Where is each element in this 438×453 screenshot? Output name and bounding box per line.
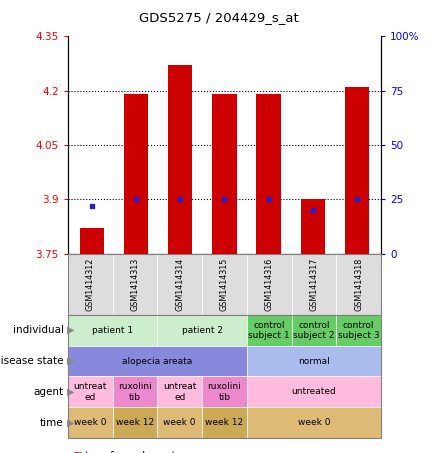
Text: GSM1414317: GSM1414317 <box>310 258 318 311</box>
Bar <box>300 199 325 254</box>
Text: normal: normal <box>298 357 330 366</box>
Text: ▶: ▶ <box>67 325 74 335</box>
Text: GDS5275 / 204429_s_at: GDS5275 / 204429_s_at <box>139 11 299 24</box>
Bar <box>212 94 237 254</box>
Text: ruxolini
tib: ruxolini tib <box>118 382 152 401</box>
Text: week 0: week 0 <box>163 418 196 427</box>
Text: ▶: ▶ <box>67 387 74 397</box>
Text: disease state: disease state <box>0 356 64 366</box>
Text: week 0: week 0 <box>74 418 106 427</box>
Text: week 0: week 0 <box>298 418 330 427</box>
Bar <box>345 87 369 254</box>
Text: time: time <box>40 418 64 428</box>
Text: patient 1: patient 1 <box>92 326 133 335</box>
Text: week 12: week 12 <box>205 418 244 427</box>
Text: alopecia areata: alopecia areata <box>122 357 192 366</box>
Text: ruxolini
tib: ruxolini tib <box>208 382 241 401</box>
Bar <box>257 94 281 254</box>
Text: GSM1414314: GSM1414314 <box>175 258 184 311</box>
Text: agent: agent <box>33 387 64 397</box>
Text: untreat
ed: untreat ed <box>163 382 196 401</box>
Text: GSM1414316: GSM1414316 <box>265 258 274 311</box>
Text: untreat
ed: untreat ed <box>74 382 107 401</box>
Text: GSM1414313: GSM1414313 <box>131 258 139 311</box>
Text: control
subject 3: control subject 3 <box>338 321 379 340</box>
Text: patient 2: patient 2 <box>182 326 223 335</box>
Text: transformed count: transformed count <box>85 451 176 453</box>
Text: ▶: ▶ <box>67 356 74 366</box>
Text: control
subject 2: control subject 2 <box>293 321 335 340</box>
Bar <box>80 228 104 254</box>
Text: individual: individual <box>13 325 64 335</box>
Text: control
subject 1: control subject 1 <box>248 321 290 340</box>
Bar <box>168 65 192 254</box>
Bar <box>124 94 148 254</box>
Text: GSM1414318: GSM1414318 <box>354 258 363 311</box>
Text: GSM1414315: GSM1414315 <box>220 258 229 311</box>
Text: ■: ■ <box>72 451 81 453</box>
Text: GSM1414312: GSM1414312 <box>86 258 95 311</box>
Text: week 12: week 12 <box>116 418 154 427</box>
Text: untreated: untreated <box>292 387 336 396</box>
Text: ▶: ▶ <box>67 418 74 428</box>
